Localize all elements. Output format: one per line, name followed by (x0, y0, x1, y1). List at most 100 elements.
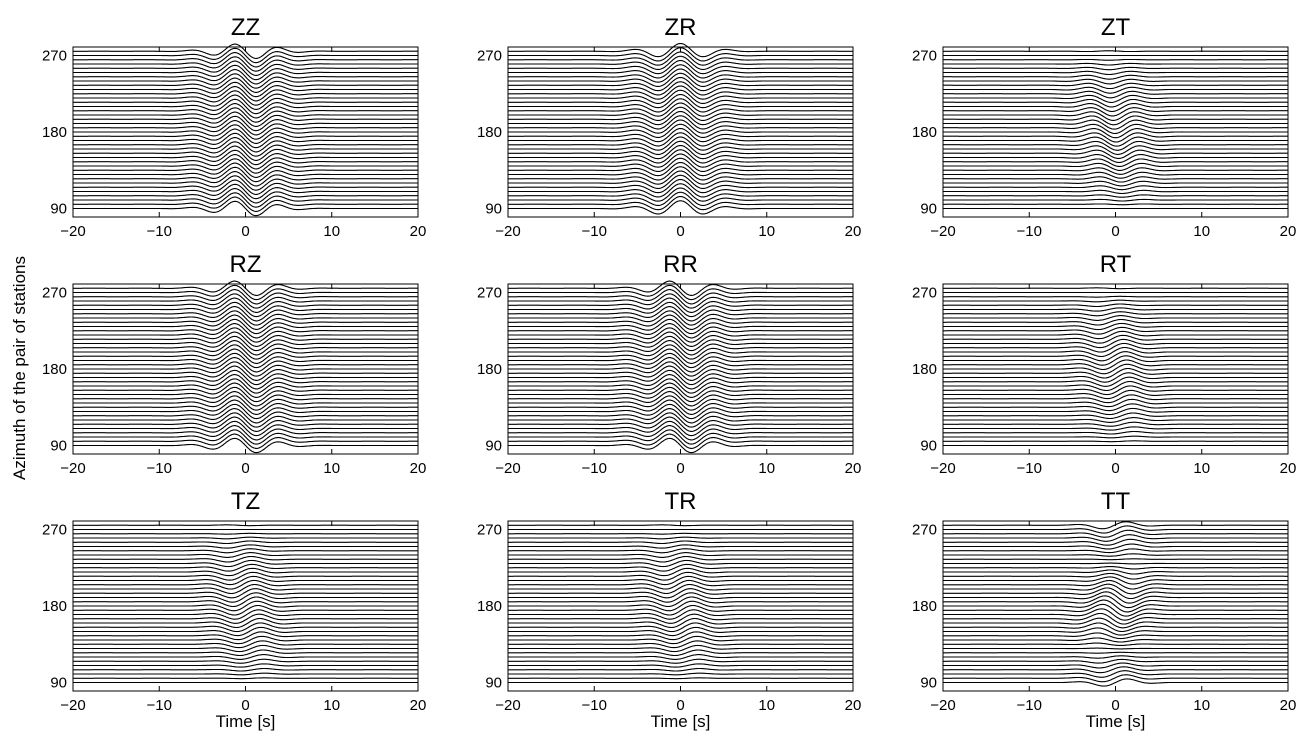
trace-155 (943, 385, 1288, 396)
trace-160 (73, 617, 418, 629)
trace-250 (73, 301, 418, 318)
trace-125 (943, 176, 1288, 183)
trace-270 (943, 525, 1288, 534)
trace-215 (508, 331, 853, 347)
trace-215 (943, 334, 1288, 344)
trace-255 (73, 540, 418, 545)
trace-200 (73, 583, 418, 595)
trace-225 (943, 566, 1288, 570)
trace-125 (943, 412, 1288, 420)
trace-130 (943, 647, 1288, 650)
trace-215 (508, 93, 853, 109)
trace-195 (73, 348, 418, 364)
x-tick-label: 20 (1280, 460, 1297, 477)
trace-175 (508, 604, 853, 616)
trace-145 (943, 394, 1288, 404)
x-tick-label: −20 (60, 697, 85, 714)
trace-245 (73, 306, 418, 322)
trace-120 (73, 412, 418, 428)
panel-title: RZ (230, 251, 262, 278)
trace-215 (73, 331, 418, 347)
y-tick-label: 90 (920, 438, 937, 455)
trace-135 (508, 161, 853, 177)
trace-265 (73, 289, 418, 305)
x-tick-label: 20 (410, 460, 427, 477)
x-tick-label: −20 (60, 460, 85, 477)
trace-125 (508, 408, 853, 424)
trace-240 (508, 552, 853, 558)
panel-zz: ZZ −20 −10 0 10 20 90 180 270 (42, 14, 426, 240)
trace-100 (508, 672, 853, 676)
y-tick-label: 180 (42, 361, 67, 378)
trace-235 (508, 314, 853, 330)
trace-120 (943, 655, 1288, 659)
panel-title: ZR (665, 14, 697, 41)
trace-200 (943, 346, 1288, 358)
trace-150 (508, 386, 853, 403)
trace-155 (73, 145, 418, 161)
trace-175 (73, 604, 418, 616)
x-tick-label: 0 (676, 460, 684, 477)
trace-180 (508, 600, 853, 612)
trace-175 (943, 603, 1288, 617)
trace-170 (73, 369, 418, 386)
y-tick-label: 180 (477, 124, 502, 141)
y-tick-label: 270 (912, 522, 937, 539)
trace-160 (73, 378, 418, 394)
y-tick-label: 180 (477, 361, 502, 378)
trace-195 (943, 587, 1288, 600)
x-tick-label: −10 (582, 697, 607, 714)
trace-205 (73, 103, 418, 119)
y-tick-label: 90 (920, 675, 937, 692)
trace-210 (73, 335, 418, 352)
trace-245 (508, 548, 853, 554)
trace-260 (508, 293, 853, 309)
trace-230 (508, 81, 853, 96)
trace-100 (943, 670, 1288, 678)
trace-255 (943, 66, 1289, 71)
trace-245 (508, 68, 853, 83)
trace-185 (508, 357, 853, 373)
trace-125 (943, 651, 1288, 654)
trace-215 (73, 571, 418, 581)
trace-205 (943, 579, 1288, 590)
trace-225 (73, 323, 418, 339)
trace-125 (508, 649, 853, 657)
trace-250 (73, 544, 418, 549)
trace-270 (73, 47, 418, 64)
trace-255 (508, 59, 853, 75)
x-tick-label: −10 (147, 223, 172, 240)
x-tick-label: 20 (1280, 697, 1297, 714)
trace-90 (73, 437, 418, 454)
y-tick-label: 270 (912, 48, 937, 65)
panel-zr: ZR −20 −10 0 10 20 90 180 270 (477, 14, 861, 240)
trace-140 (943, 398, 1288, 408)
trace-170 (73, 132, 418, 149)
x-tick-label: −20 (930, 223, 955, 240)
trace-230 (73, 318, 418, 335)
trace-265 (508, 51, 853, 66)
trace-245 (943, 74, 1288, 80)
panel-rr: RR −20 −10 0 10 20 90 180 270 (477, 251, 861, 477)
trace-180 (943, 128, 1288, 139)
trace-200 (943, 111, 1288, 121)
trace-175 (508, 127, 853, 143)
trace-150 (73, 386, 418, 403)
trace-230 (508, 318, 853, 335)
trace-145 (73, 154, 418, 170)
trace-260 (943, 62, 1288, 66)
trace-250 (73, 64, 418, 81)
trace-105 (943, 666, 1288, 674)
trace-135 (943, 642, 1288, 646)
trace-95 (943, 440, 1288, 443)
x-tick-label: −20 (495, 223, 520, 240)
trace-240 (508, 72, 853, 87)
trace-90 (508, 437, 853, 454)
trace-180 (73, 361, 418, 377)
trace-230 (943, 562, 1288, 565)
trace-100 (73, 429, 418, 445)
trace-115 (73, 179, 418, 195)
x-tick-label: 10 (323, 223, 340, 240)
trace-190 (943, 591, 1288, 604)
trace-250 (508, 544, 853, 549)
